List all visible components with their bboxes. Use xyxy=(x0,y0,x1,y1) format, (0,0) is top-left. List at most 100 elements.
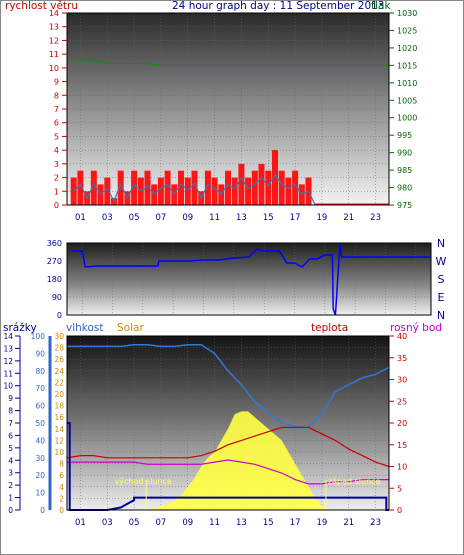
wind-axis-tick-label: 8 xyxy=(54,91,59,100)
pressure-axis-tick-label: 975 xyxy=(397,201,412,210)
wind-speed-header: rychlost větru xyxy=(5,0,78,12)
wind-gust-bar xyxy=(178,170,184,205)
wind-axis-tick-label: 12 xyxy=(49,36,59,45)
time-tick-label: 07 xyxy=(156,518,167,528)
wind-gust-bar xyxy=(191,170,198,205)
direction-axis-tick-label: 0 xyxy=(57,311,62,320)
rain-axis-tick-label: 12 xyxy=(3,357,13,366)
time-tick-label: 19 xyxy=(317,213,328,223)
humidity-line xyxy=(67,343,390,428)
rain-axis-tick-label: 6 xyxy=(8,431,13,440)
wind-gust-bar xyxy=(211,177,218,205)
rain-axis-tick-label: 3 xyxy=(8,469,13,478)
direction-axis-tick-label: 180 xyxy=(47,275,62,284)
direction-axis-tick-label: 360 xyxy=(47,239,62,248)
time-tick-label: 17 xyxy=(290,213,301,223)
time-tick-label: 05 xyxy=(129,213,140,223)
temperature-line xyxy=(66,426,390,468)
rain-axis-tick-label: 1 xyxy=(8,494,13,503)
temperature-axis-tick-label: 30 xyxy=(397,376,407,385)
wind-gust-bar xyxy=(225,170,231,205)
direction-panel-border xyxy=(66,242,432,316)
sun-event-label: východ slunce xyxy=(115,477,172,486)
wind-gust-bar xyxy=(258,163,265,205)
wind-gust-bar xyxy=(298,184,305,205)
wind-gust-bar xyxy=(245,177,252,205)
wind-axis-tick-label: 4 xyxy=(54,146,59,155)
time-tick-label: 09 xyxy=(182,518,193,528)
rain-axis-tick-label: 4 xyxy=(8,456,13,465)
temperature-axis-tick-label: 25 xyxy=(397,397,407,406)
solar-axis-tick-label: 4 xyxy=(59,483,64,492)
wind-axis-tick-label: 7 xyxy=(54,105,59,114)
wind-axis-tick-label: 1 xyxy=(54,187,59,196)
pressure-axis-tick-label: 1010 xyxy=(397,79,417,88)
compass-label: W xyxy=(436,255,447,268)
humidity-axis-tick-label: 90 xyxy=(35,349,45,358)
wind-gust-bar xyxy=(157,177,164,205)
wind-gust-bar xyxy=(144,170,151,205)
chart-axes: 0123456789101112131497598098599099510001… xyxy=(3,9,447,528)
rain-axis-tick-label: 10 xyxy=(3,382,13,391)
rain-axis-tick-label: 8 xyxy=(8,407,13,416)
humidity-axis-tick-label: 40 xyxy=(35,436,45,445)
wind-direction-line xyxy=(71,242,431,316)
solar-axis-tick-label: 16 xyxy=(54,413,64,422)
wind-gust-bar xyxy=(117,170,124,205)
wind-average-line xyxy=(73,173,316,206)
humidity-axis-tick-label: 20 xyxy=(35,471,45,480)
humidity-axis-tick-label: 80 xyxy=(35,367,45,376)
humidity-axis-tick-label: 60 xyxy=(35,402,45,411)
solar-area xyxy=(67,411,389,510)
time-tick-label: 13 xyxy=(236,213,247,223)
wind-gust-bar xyxy=(90,170,97,205)
solar-axis-tick-label: 6 xyxy=(59,471,64,480)
time-tick-label: 01 xyxy=(75,213,86,223)
pressure-axis-tick-label: 1005 xyxy=(397,96,417,105)
temperature-axis-tick-label: 20 xyxy=(397,419,407,428)
rain-header: srážky xyxy=(3,322,37,334)
compass-label: S xyxy=(438,273,445,286)
direction-axis-tick-label: 90 xyxy=(52,293,62,302)
solar-axis-tick-label: 26 xyxy=(54,355,64,364)
time-tick-label: 23 xyxy=(370,213,381,223)
time-tick-label: 13 xyxy=(236,518,247,528)
time-tick-label: 19 xyxy=(317,518,328,528)
solar-axis-tick-label: 12 xyxy=(54,436,64,445)
solar-axis-tick-label: 0 xyxy=(59,506,64,515)
humidity-axis-tick-label: 50 xyxy=(35,419,45,428)
temperature-header: teplota xyxy=(311,322,348,334)
time-tick-label: 21 xyxy=(343,518,354,528)
rain-axis-tick-label: 2 xyxy=(8,481,13,490)
wind-gust-bar xyxy=(204,170,211,205)
time-tick-label: 03 xyxy=(102,518,113,528)
pressure-axis-tick-label: 1015 xyxy=(397,61,417,70)
wind-axis-tick-label: 5 xyxy=(54,132,59,141)
time-tick-label: 05 xyxy=(129,518,140,528)
humidity-axis-tick-label: 100 xyxy=(31,332,46,341)
wind-axis-tick-label: 9 xyxy=(54,78,59,87)
temperature-axis-tick-label: 5 xyxy=(397,484,402,493)
solar-axis-tick-label: 28 xyxy=(54,344,64,353)
sun-event-label: západ slunce xyxy=(328,477,381,486)
time-tick-label: 11 xyxy=(209,213,220,223)
rain-axis-tick-label: 14 xyxy=(3,332,13,341)
time-tick-label: 15 xyxy=(263,518,274,528)
wind-axis-tick-label: 6 xyxy=(54,119,59,128)
solar-axis-tick-label: 18 xyxy=(54,402,64,411)
direction-axis-tick-label: 270 xyxy=(47,257,62,266)
dew-point-header: rosný bod xyxy=(390,322,442,334)
dew-point-line xyxy=(67,459,389,485)
wind-gust-bar xyxy=(272,150,278,205)
humidity-axis-tick-label: 70 xyxy=(35,384,45,393)
wind-axis-tick-label: 11 xyxy=(49,50,59,59)
temperature-axis-tick-label: 0 xyxy=(397,506,402,515)
solar-axis-tick-label: 8 xyxy=(59,460,64,469)
pressure-axis-tick-label: 990 xyxy=(397,149,412,158)
humidity-axis-tick-label: 30 xyxy=(35,454,45,463)
compass-label: E xyxy=(438,291,445,304)
pressure-axis-tick-label: 985 xyxy=(397,166,412,175)
wind-axis-tick-label: 0 xyxy=(54,201,59,210)
time-tick-label: 17 xyxy=(290,518,301,528)
wind-gust-bar xyxy=(278,170,285,205)
